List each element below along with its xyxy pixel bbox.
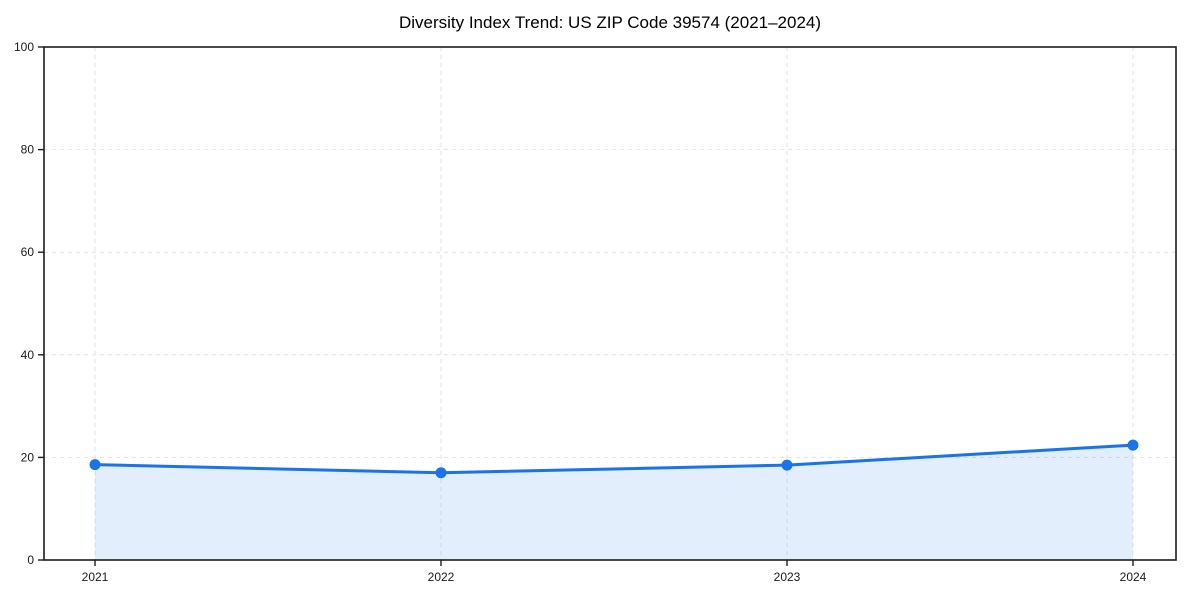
data-point-2023 bbox=[781, 459, 793, 471]
trend-line bbox=[93, 443, 1135, 475]
chart-title: Diversity Index Trend: US ZIP Code 39574… bbox=[398, 13, 822, 32]
y-tick-label: 0 bbox=[27, 553, 34, 567]
x-tick-label: 2021 bbox=[82, 570, 109, 584]
data-point-2021 bbox=[89, 459, 101, 471]
data-point-2022 bbox=[435, 467, 447, 479]
y-tick-label: 20 bbox=[21, 450, 35, 464]
area-fill bbox=[95, 445, 1133, 560]
y-tick-label: 40 bbox=[21, 348, 35, 362]
y-tick-label: 80 bbox=[21, 143, 35, 157]
x-tick-label: 2023 bbox=[774, 570, 801, 584]
y-tick-label: 100 bbox=[14, 40, 34, 54]
data-point-2024 bbox=[1127, 439, 1139, 451]
axis-frame bbox=[43, 46, 1177, 561]
y-tick-label: 60 bbox=[21, 245, 35, 259]
x-tick-label: 2022 bbox=[428, 570, 455, 584]
x-tick-label: 2024 bbox=[1120, 570, 1147, 584]
